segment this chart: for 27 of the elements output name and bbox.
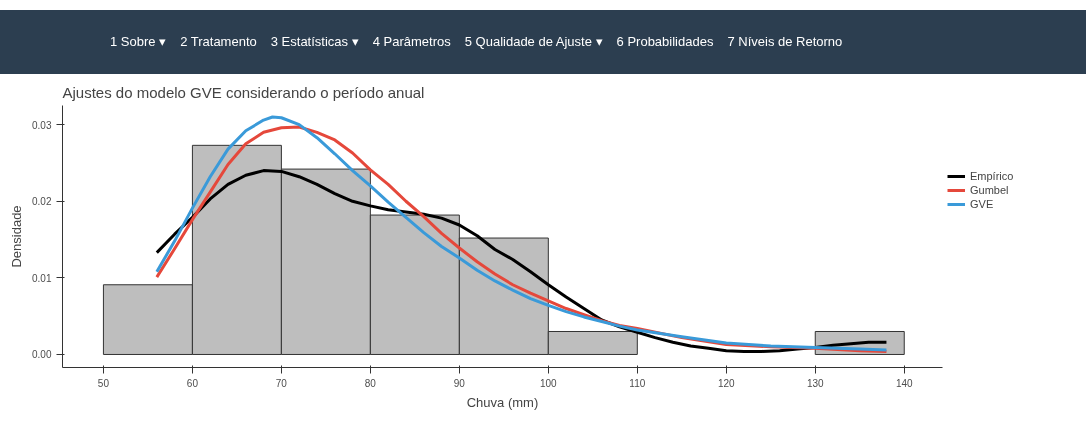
- x-tick-label: 110: [629, 377, 646, 389]
- legend-label: GVE: [970, 197, 994, 211]
- text: 1 Sobre ▾: [110, 32, 167, 51]
- y-axis-title: Densidade: [9, 205, 25, 268]
- text: 4 Parâmetros: [372, 32, 451, 51]
- y-tick-label: 0.01: [32, 272, 52, 284]
- y-tick-label: 0.03: [32, 119, 52, 131]
- x-tick-label: 60: [186, 377, 199, 389]
- x-tick-label: 140: [895, 377, 914, 389]
- y-tick-label: 0.00: [32, 349, 52, 361]
- x-tick-label: 120: [717, 377, 736, 389]
- x-tick-label: 130: [806, 377, 825, 389]
- x-tick-label: 70: [275, 377, 288, 389]
- x-tick-label: 80: [364, 377, 377, 389]
- text: 6 Probabilidades: [616, 32, 714, 51]
- text: 2 Tratamento: [180, 32, 257, 51]
- y-tick-label: 0.02: [32, 196, 52, 208]
- x-axis-title: Chuva (mm): [466, 394, 539, 410]
- x-tick-label: 50: [97, 377, 110, 389]
- x-tick-label: 100: [539, 377, 558, 389]
- legend-label: Empírico: [970, 169, 1014, 183]
- legend-label: Gumbel: [970, 183, 1009, 197]
- x-tick-label: 90: [453, 377, 466, 389]
- chart-title: Ajustes do modelo GVE considerando o período anual: [62, 83, 425, 101]
- text: 7 Níveis de Retorno: [727, 32, 843, 51]
- text: 3 Estatísticas ▾: [270, 32, 359, 51]
- text: 5 Qualidade de Ajuste ▾: [464, 32, 603, 51]
